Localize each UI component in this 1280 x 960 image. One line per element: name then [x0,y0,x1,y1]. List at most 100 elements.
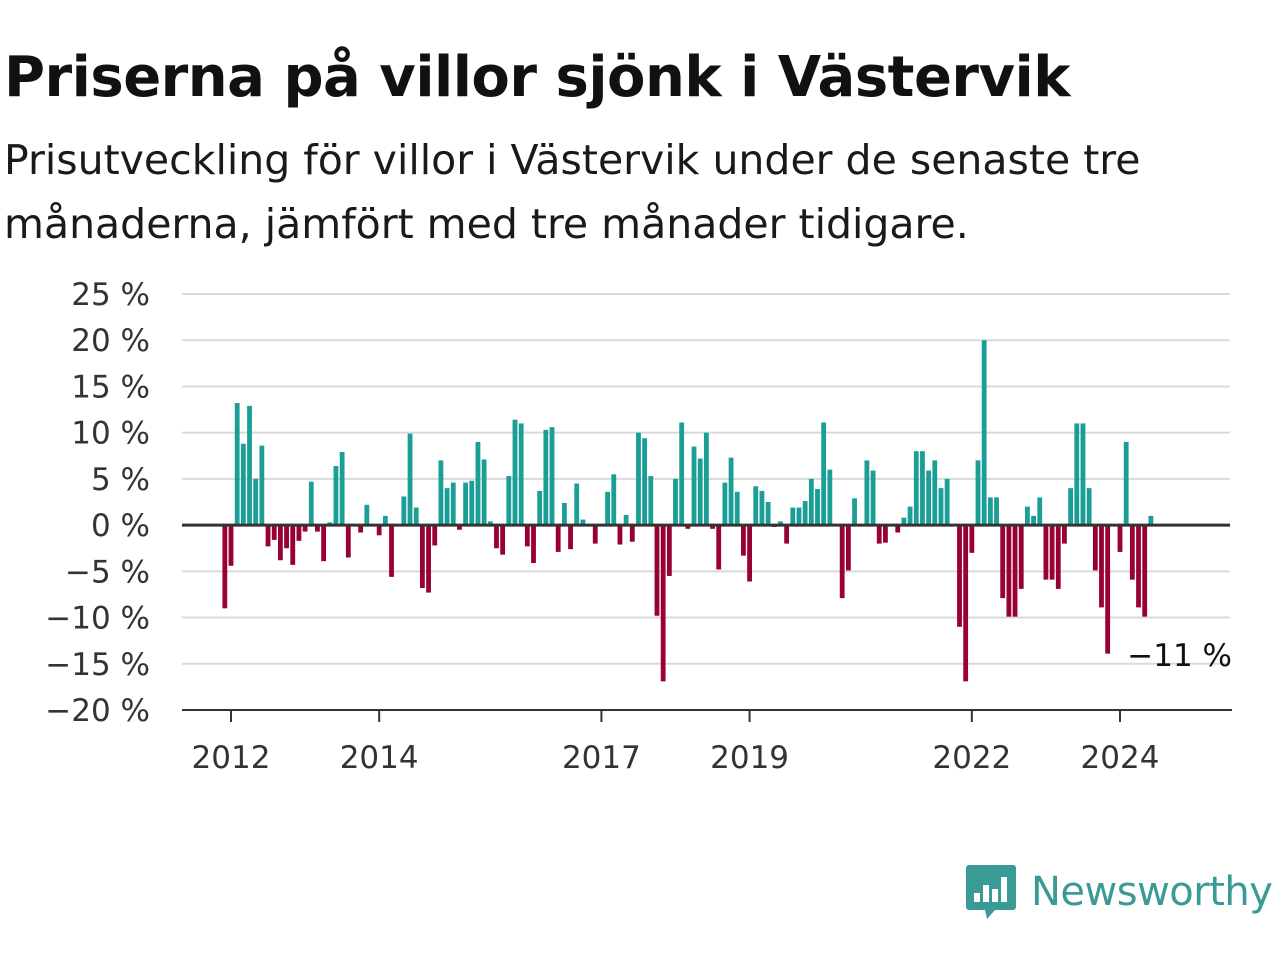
bar [500,525,506,555]
bar [253,478,259,526]
bar [722,482,728,526]
y-tick-label: 10 % [71,416,150,452]
bar [734,491,740,526]
bar [333,465,339,526]
bar [1080,423,1086,526]
bar [611,474,617,526]
bar [827,469,833,526]
bar [419,525,425,588]
bar [487,521,493,526]
bar [617,525,623,545]
axes [182,523,1232,711]
bar [1049,525,1055,580]
bar [648,476,654,526]
bar [821,422,827,526]
bar [494,525,499,549]
bar [1105,525,1111,654]
bar [296,525,302,541]
bar [592,525,598,544]
bar [518,423,524,526]
bar [685,525,691,529]
bar [790,507,796,526]
bar [481,459,487,526]
bar [308,481,314,526]
bar [475,441,481,526]
bar [913,451,919,526]
bar [277,525,283,561]
bar [376,525,382,536]
bar [876,525,882,544]
bar [1062,525,1067,544]
bar [555,525,561,552]
bar [728,457,734,526]
bar [673,478,678,526]
bar [364,504,370,526]
bar [1043,525,1049,580]
newsworthy-brand[interactable]: Newsworthy [965,862,1273,922]
x-tick-label: 2019 [710,740,789,776]
chart-title: Priserna på villor sjönk i Västervik [4,45,1071,110]
bar [222,525,228,609]
y-tick-label: 0 % [91,508,150,544]
bar [561,502,567,526]
bars [222,340,1154,682]
bar [703,432,709,526]
bar [284,525,289,549]
bar [957,525,962,627]
bar [290,525,296,565]
y-tick-label: −15 % [45,647,150,683]
bar [901,517,907,526]
bar [839,525,845,599]
y-tick-label: 20 % [71,323,150,359]
bar [716,525,722,570]
y-tick-label: −20 % [45,693,150,729]
bar [852,498,857,526]
bar [920,451,925,526]
bar [784,525,790,544]
bar [981,340,987,526]
bar [240,443,246,526]
x-tick-label: 2017 [562,740,641,776]
bar [413,507,419,526]
bar [907,506,913,526]
bar [778,521,783,526]
bar [629,525,635,542]
bar [864,460,870,526]
bar [1024,506,1030,526]
bar [895,525,901,533]
brand-name: Newsworthy [1031,869,1273,915]
bar [1006,525,1012,617]
bar [543,429,549,526]
bar [870,470,876,526]
bar [654,525,660,616]
bar [938,488,944,526]
bar [815,489,820,526]
bar [741,525,746,556]
bar [463,482,469,526]
bar [506,476,512,526]
bar [1018,525,1024,589]
bar [987,497,993,526]
bar [660,525,666,682]
bar [345,525,351,558]
y-axis-ticks: −20 % −15 % −10 % −5 % 0 % 5 % 10 % 15 % 20 % 25 … [45,277,150,729]
bar [759,490,765,526]
last-value-label: −11 % [1127,638,1232,674]
bar [697,458,703,526]
bar [302,525,308,532]
bar [432,525,438,546]
bar [524,525,530,547]
bar [969,525,975,553]
bar [1142,525,1148,617]
bar [457,525,462,530]
bar [574,483,580,526]
bar [1148,515,1154,526]
bar [580,519,586,526]
bar [1117,525,1123,552]
bar [1037,497,1043,526]
bar [358,525,364,533]
bar [537,490,543,526]
y-tick-label: 15 % [71,369,150,405]
bar [450,482,456,526]
